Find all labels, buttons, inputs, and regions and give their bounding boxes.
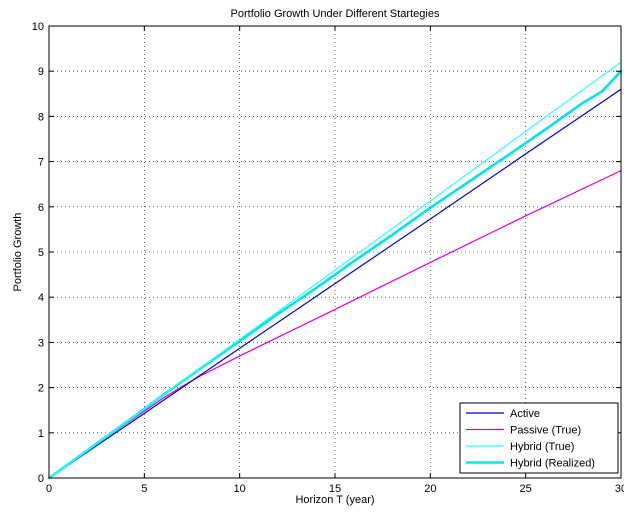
x-tick-label: 5	[141, 483, 147, 495]
y-tick-label: 1	[38, 428, 44, 440]
chart-title: Portfolio Growth Under Different Starteg…	[231, 8, 440, 20]
x-tick-label: 20	[424, 483, 436, 495]
y-tick-label: 10	[32, 21, 44, 33]
legend-label: Hybrid (Realized)	[510, 458, 595, 470]
y-tick-label: 6	[38, 202, 44, 214]
y-tick-label: 8	[38, 111, 44, 123]
x-axis-title: Horizon T (year)	[295, 494, 374, 506]
legend-label: Hybrid (True)	[510, 441, 574, 453]
x-tick-label: 10	[234, 483, 246, 495]
y-tick-label: 3	[38, 337, 44, 349]
y-tick-label: 2	[38, 383, 44, 395]
y-tick-label: 5	[38, 247, 44, 259]
legend: Active Passive (True) Hybrid (True) Hybrid …	[459, 402, 619, 474]
x-tick-label: 15	[329, 483, 341, 495]
legend-label: Active	[510, 408, 540, 420]
y-tick-label: 0	[38, 473, 44, 485]
series-lines	[47, 61, 623, 480]
series-line-active	[48, 88, 622, 479]
x-tick-label: 30	[615, 483, 624, 495]
y-axis-title: Portfolio Growth	[12, 213, 24, 292]
legend-label: Passive (True)	[510, 425, 581, 437]
y-tick-label: 9	[38, 66, 44, 78]
x-tick-label: 0	[46, 483, 52, 495]
series-line-hybrid-true	[48, 61, 622, 479]
y-tick-label: 4	[38, 292, 44, 304]
y-tick-label: 7	[38, 157, 44, 169]
x-tick-label: 25	[520, 483, 532, 495]
